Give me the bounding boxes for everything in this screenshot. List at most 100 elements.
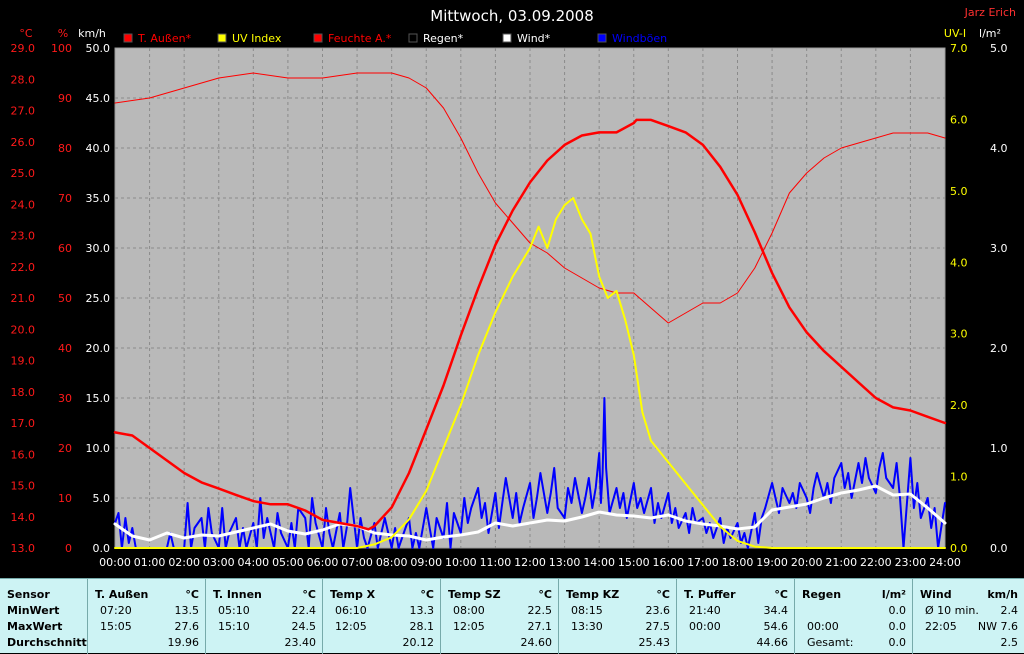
stats-row: 22:05 NW 7.6 — [913, 620, 1024, 635]
series-layer — [113, 72, 947, 549]
x-tick-label: 01:00 — [134, 556, 166, 569]
x-tick-label: 11:00 — [480, 556, 512, 569]
stats-row-label: MaxWert — [7, 620, 63, 633]
x-tick-label: 18:00 — [722, 556, 754, 569]
stats-header: T. Außen — [95, 588, 149, 601]
uv-tick-label: 3.0 — [950, 328, 968, 341]
uv-index-line — [114, 197, 946, 549]
stats-header: Regen — [802, 588, 842, 601]
uv-axis-unit: UV-I — [944, 27, 966, 40]
stats-header-row: T. Innen °C — [206, 588, 322, 603]
humidity-tick-label: 0 — [65, 542, 72, 555]
humidity-tick-label: 60 — [58, 242, 72, 255]
stats-value: 25.43 — [638, 636, 671, 649]
stats-unit: °C — [420, 588, 434, 601]
stats-header-row: Regen l/m² — [795, 588, 912, 603]
stats-header-row: T. Außen °C — [88, 588, 205, 603]
x-tick-label: 22:00 — [860, 556, 892, 569]
x-tick-label: 19:00 — [756, 556, 788, 569]
temp-tick-label: 20.0 — [11, 323, 36, 336]
feuchte-line — [114, 72, 946, 324]
x-tick-label: 06:00 — [307, 556, 339, 569]
x-tick-label: 08:00 — [376, 556, 408, 569]
x-tick-label: 04:00 — [237, 556, 269, 569]
temp-tick-label: 29.0 — [11, 42, 36, 55]
temp-tick-label: 24.0 — [11, 198, 36, 211]
stats-header: Wind — [920, 588, 952, 601]
stats-row: 25.43 — [559, 636, 676, 651]
stats-time: 15:05 — [100, 620, 132, 633]
wind-tick-label: 50.0 — [86, 42, 111, 55]
stats-row: 0.0 — [795, 604, 912, 619]
stats-row: 2.5 — [913, 636, 1024, 651]
wind-tick-label: 20.0 — [86, 342, 111, 355]
stats-value: 27.5 — [645, 620, 671, 633]
temp-tick-label: 17.0 — [11, 417, 36, 430]
stats-value: 24.60 — [520, 636, 553, 649]
humidity-tick-label: 100 — [51, 42, 72, 55]
uv-tick-label: 4.0 — [950, 256, 968, 269]
legend-label: Feuchte A.* — [328, 32, 392, 45]
rain-tick-label: 3.0 — [990, 242, 1008, 255]
x-tick-label: 10:00 — [445, 556, 477, 569]
legend-swatch — [313, 33, 323, 43]
stats-time: Ø 10 min. — [925, 604, 979, 617]
legend-swatch — [597, 33, 607, 43]
stats-value: 24.5 — [291, 620, 317, 633]
rain-tick-label: 2.0 — [990, 342, 1008, 355]
stats-header: T. Innen — [213, 588, 262, 601]
stats-column: Temp SZ °C 08:00 22.5 12:05 27.1 24.60 — [441, 579, 559, 654]
stats-header-row: Temp X °C — [323, 588, 440, 603]
stats-time: 08:15 — [571, 604, 603, 617]
stats-row: 15:05 27.6 — [88, 620, 205, 635]
stats-row: 12:05 28.1 — [323, 620, 440, 635]
stats-row: 23.40 — [206, 636, 322, 651]
stats-time: 00:00 — [689, 620, 721, 633]
temp-tick-label: 28.0 — [11, 73, 36, 86]
rain-tick-label: 1.0 — [990, 442, 1008, 455]
stats-time: 13:30 — [571, 620, 603, 633]
uv-tick-label: 0.0 — [950, 542, 968, 555]
x-tick-label: 24:00 — [929, 556, 961, 569]
x-tick-label: 17:00 — [687, 556, 719, 569]
humidity-tick-label: 80 — [58, 142, 72, 155]
stats-header-row: T. Puffer °C — [677, 588, 794, 603]
x-tick-label: 23:00 — [895, 556, 927, 569]
stats-column: Regen l/m² 0.0 00:00 0.0 Gesamt: 0.0 — [795, 579, 913, 654]
stats-header: Temp SZ — [448, 588, 501, 601]
stats-time: 12:05 — [335, 620, 367, 633]
temp-tick-label: 26.0 — [11, 136, 36, 149]
legend-label: Regen* — [423, 32, 464, 45]
humidity-tick-label: 30 — [58, 392, 72, 405]
stats-time: 21:40 — [689, 604, 721, 617]
temp-tick-label: 14.0 — [11, 511, 36, 524]
legend-label: T. Außen* — [137, 32, 192, 45]
stats-unit: °C — [185, 588, 199, 601]
temp-tick-label: 23.0 — [11, 230, 36, 243]
wind-tick-label: 25.0 — [86, 292, 111, 305]
stats-header: Temp KZ — [566, 588, 620, 601]
stats-value: 19.96 — [167, 636, 200, 649]
stats-column: Sensor MinWert MaxWert Durchschnitt — [0, 579, 88, 654]
stats-value: 22.5 — [527, 604, 553, 617]
temp-tick-label: 18.0 — [11, 386, 36, 399]
stats-header-row: Wind km/h — [913, 588, 1024, 603]
axes: 13.0 14.0 15.0 16.0 17.0 18.0 19.0 20.0 21.0 22.0… — [11, 27, 1008, 569]
stats-value: 22.4 — [291, 604, 317, 617]
stats-row: 00:00 54.6 — [677, 620, 794, 635]
stats-row: Gesamt: 0.0 — [795, 636, 912, 651]
stats-time: 15:10 — [218, 620, 250, 633]
stats-unit: °C — [774, 588, 788, 601]
stats-time: 08:00 — [453, 604, 485, 617]
stats-value: 0.0 — [888, 620, 907, 633]
stats-row: 13:30 27.5 — [559, 620, 676, 635]
stats-column: Temp KZ °C 08:15 23.6 13:30 27.5 25.43 — [559, 579, 677, 654]
stats-value: 0.0 — [888, 604, 907, 617]
legend-label: UV Index — [232, 32, 282, 45]
x-tick-label: 05:00 — [272, 556, 304, 569]
stats-row: 20.12 — [323, 636, 440, 651]
stats-column: Temp X °C 06:10 13.3 12:05 28.1 20.12 — [323, 579, 441, 654]
x-tick-label: 03:00 — [203, 556, 235, 569]
stats-column: T. Puffer °C 21:40 34.4 00:00 54.6 44.66 — [677, 579, 795, 654]
stats-unit: km/h — [987, 588, 1018, 601]
